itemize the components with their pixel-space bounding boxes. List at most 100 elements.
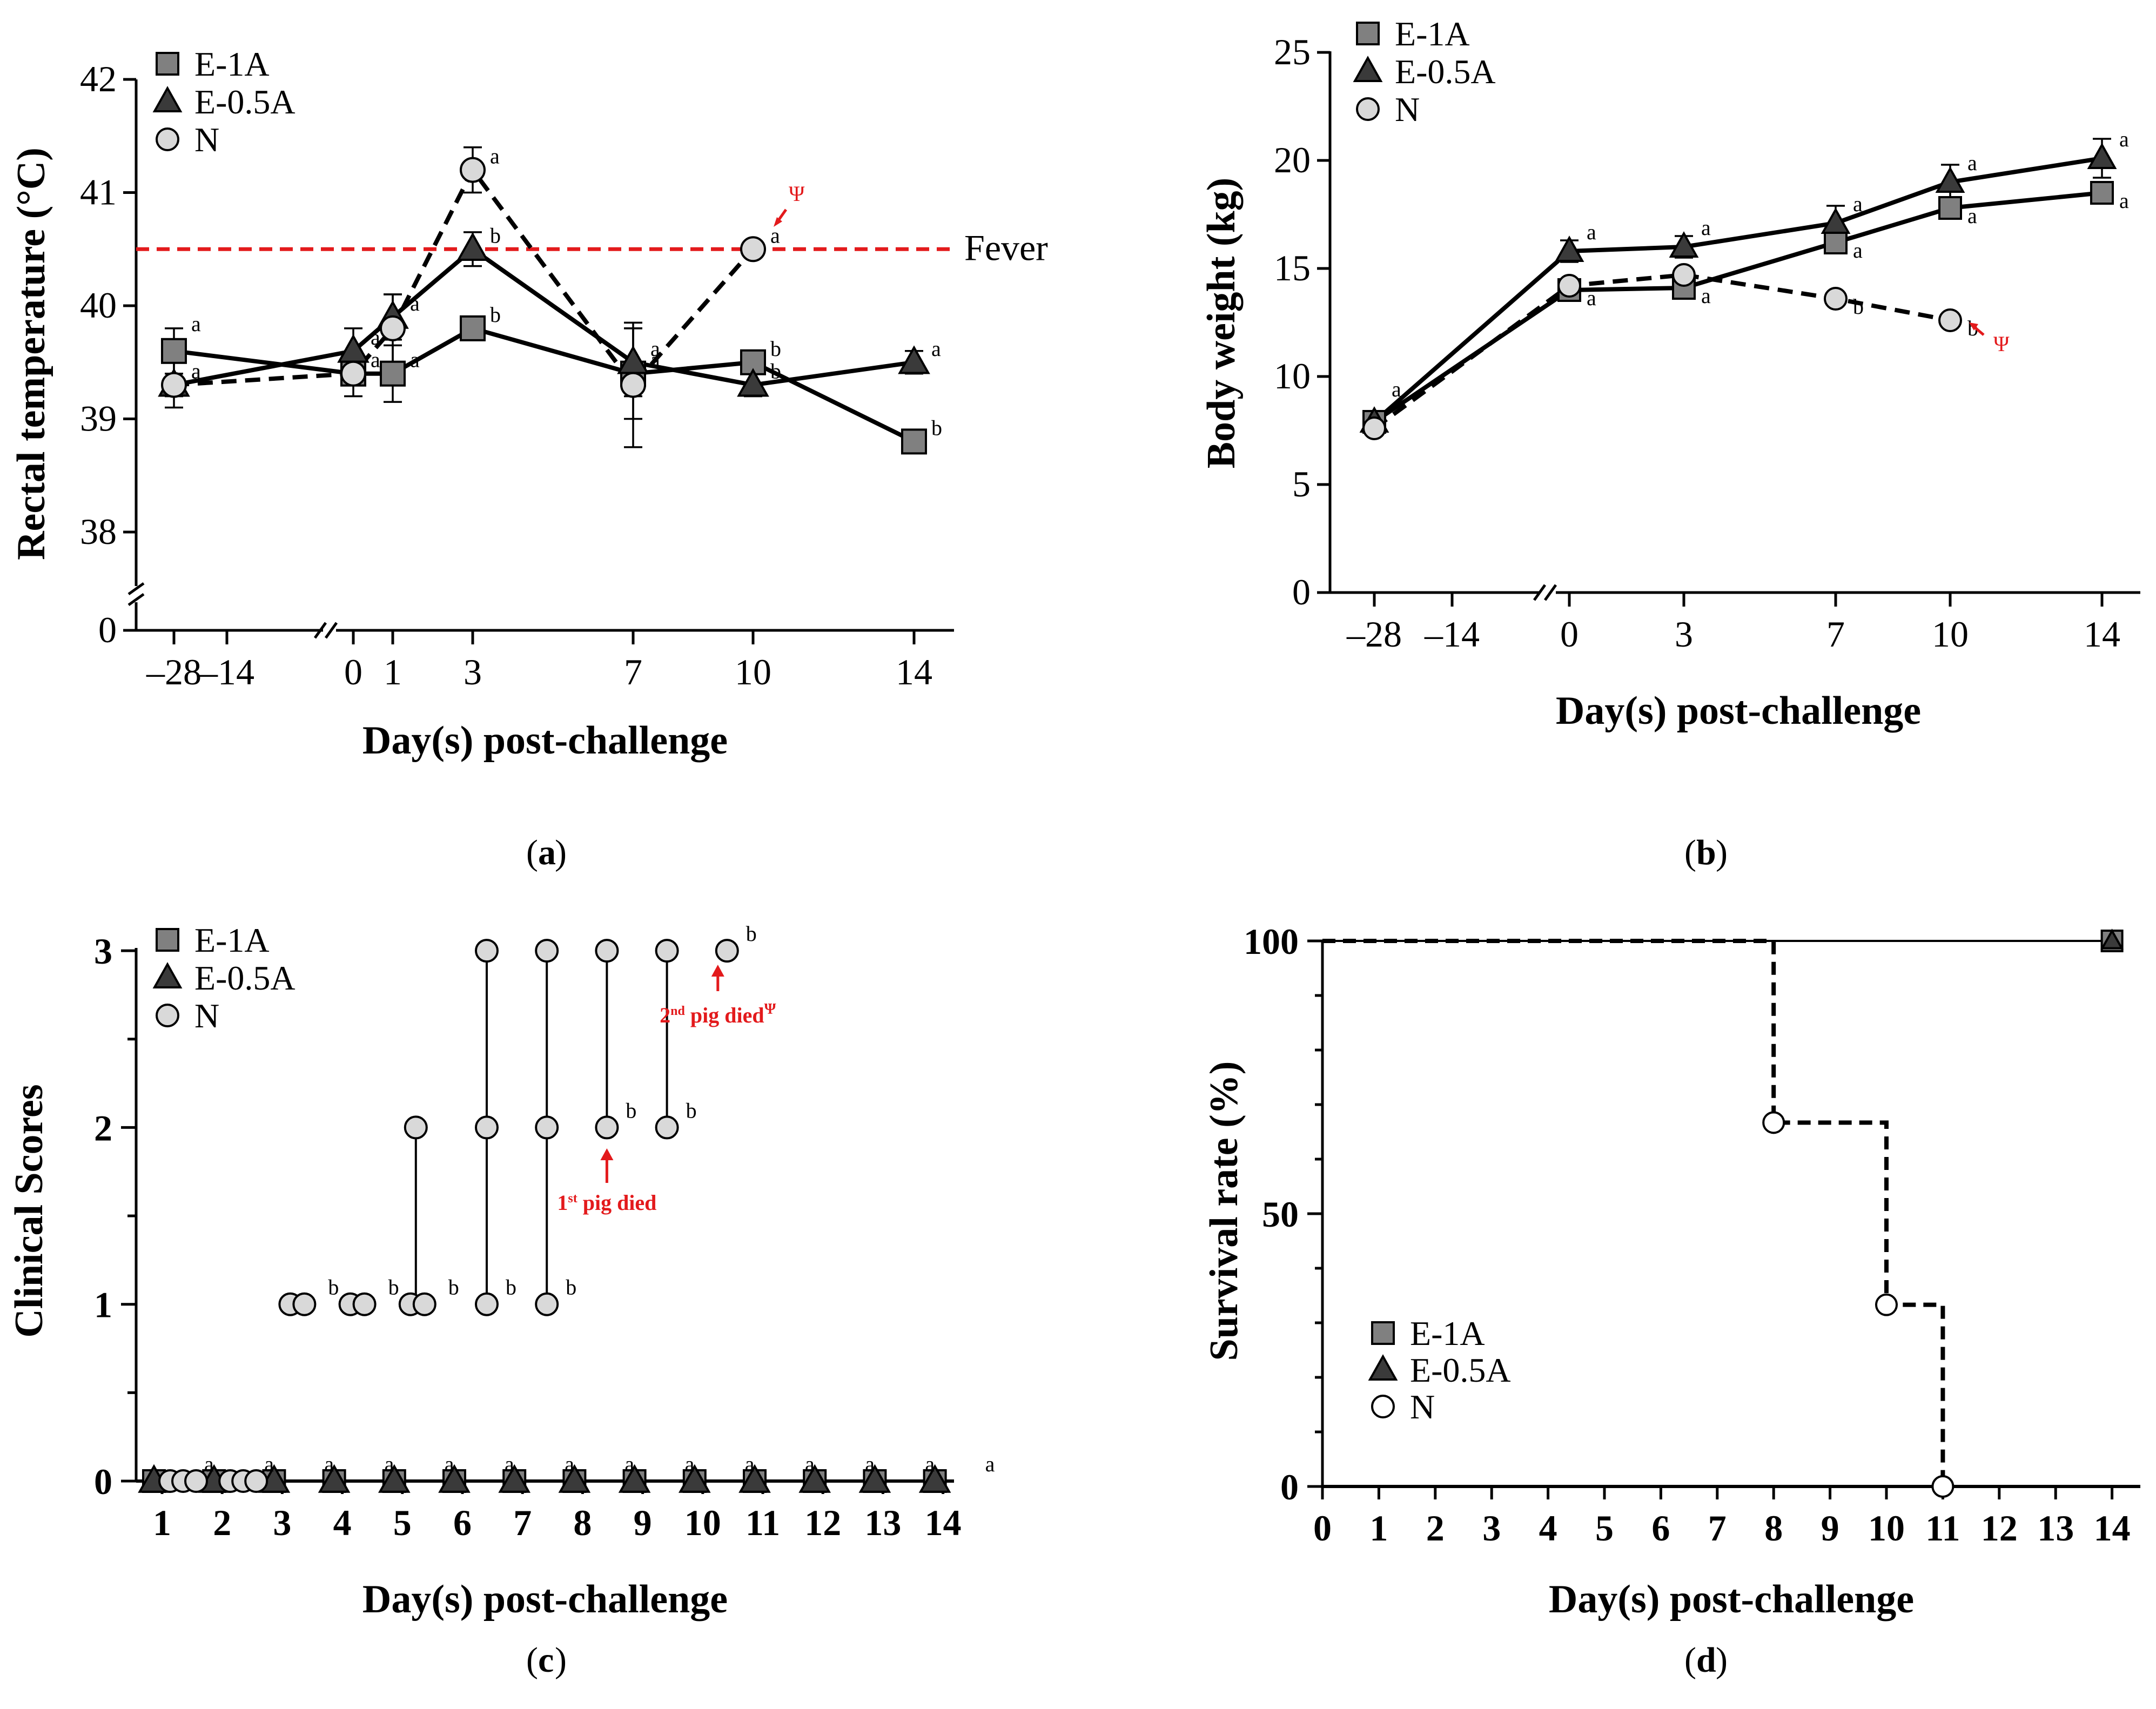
c-first-arrowhead — [600, 1148, 614, 1160]
c-n-letter-6: b — [686, 1098, 697, 1122]
b-paren-open: ( — [1684, 833, 1696, 872]
d-ytick-label-2: 100 — [1244, 921, 1299, 962]
c-xtick-label-0: 1 — [153, 1502, 171, 1543]
d-ytick-label-1: 50 — [1262, 1194, 1299, 1235]
b-letter-1-1: a — [1587, 220, 1596, 244]
d-n-point-1 — [1875, 1293, 1898, 1316]
c-n-point-6-0 — [535, 1292, 559, 1316]
b-panel-letter: b — [1696, 833, 1716, 872]
b-x-break-1 — [1533, 584, 1547, 601]
a-point-1-4 — [617, 345, 649, 374]
b-point-1-4 — [1935, 166, 1965, 193]
a-xtick-label-0: –28 — [146, 651, 202, 692]
c-legend-marker-1 — [152, 962, 183, 988]
c-zero-letter-10: a — [805, 1452, 815, 1476]
c-x-title: Day(s) post-challenge — [362, 1577, 728, 1621]
c-n-point-2-1 — [292, 1292, 317, 1316]
c-n-letter-3: b — [506, 1275, 516, 1300]
d-ytick-label-0: 0 — [1280, 1466, 1299, 1508]
a-letter-2-5: a — [770, 223, 780, 247]
c-first-sup: st — [568, 1192, 577, 1206]
b-legend-label-0: E-1A — [1395, 15, 1470, 53]
a-point-1-5 — [737, 368, 769, 397]
b-letter-0-3: a — [1853, 238, 1863, 263]
c-n-point-4-2 — [404, 1115, 428, 1140]
b-legend-marker-2 — [1356, 97, 1380, 121]
c-zero-letter-6: a — [565, 1452, 574, 1476]
a-letter-0-0: a — [191, 312, 201, 336]
a-letter-0-6: b — [931, 415, 942, 440]
c-legend-label-2: N — [194, 997, 219, 1035]
c-n-point-5-0 — [475, 1292, 499, 1316]
b-letter-1-5: a — [2119, 127, 2129, 151]
c-n-point-9-0 — [715, 939, 739, 963]
a-xtick-label-6: 10 — [735, 651, 771, 692]
b-psi-mark: Ψ — [1993, 332, 2010, 356]
b-letter-1-4: a — [1967, 151, 1977, 175]
c-second-num: 2 — [660, 1003, 670, 1027]
d-legend-label-0: E-1A — [1410, 1314, 1485, 1353]
a-letter-2-3: a — [490, 144, 500, 169]
a-xtick-label-7: 14 — [896, 651, 932, 692]
c-legend-marker-0 — [156, 928, 179, 952]
a-point-2-3 — [460, 157, 486, 183]
a-letter-1-2: a — [410, 291, 420, 315]
c-n-point-6-2 — [535, 939, 559, 963]
c-legend-label-0: E-1A — [194, 921, 270, 959]
c-zero-letter-3: a — [385, 1452, 394, 1476]
c-first-text: pig died — [577, 1190, 657, 1215]
c-zero-letter-13: a — [985, 1452, 995, 1476]
b-point-2-2 — [1672, 263, 1696, 287]
b-x-title: Day(s) post-challenge — [1556, 689, 1921, 733]
c-n-point-8-1 — [655, 939, 679, 963]
a-legend-label-2: N — [194, 120, 219, 159]
c-second-sup: nd — [670, 1004, 685, 1018]
c-n-letter-0: b — [328, 1275, 339, 1300]
a-legend-marker-1 — [152, 86, 183, 112]
a-letter-1-0: a — [191, 359, 201, 383]
d-xtick-label-12: 12 — [1981, 1508, 2018, 1549]
a-y-title: Rectal temperature (°C) — [9, 147, 53, 560]
c-n-point-0-2 — [184, 1469, 208, 1493]
a-ytick-label-1: 38 — [80, 511, 117, 552]
b-point-0-5 — [2090, 181, 2114, 205]
a-letter-0-4: a — [650, 348, 660, 372]
b-psi-arrowhead — [1969, 322, 1978, 331]
a-point-2-1 — [340, 360, 366, 387]
c-zero-letter-7: a — [624, 1452, 634, 1476]
b-x-break-2 — [1543, 584, 1557, 601]
c-xtick-label-11: 12 — [804, 1502, 841, 1543]
b-series-line-1 — [1373, 156, 2103, 424]
d-legend-marker-2 — [1371, 1395, 1395, 1418]
d-legend-marker-0 — [1371, 1321, 1395, 1345]
c-legend-label-1: E-0.5A — [194, 959, 295, 997]
c-n-point-3-1 — [352, 1292, 377, 1316]
d-legend-label-2: N — [1410, 1388, 1435, 1426]
c-legend-marker-2 — [156, 1004, 179, 1027]
c-zero-letter-2: a — [324, 1452, 334, 1476]
b-letter-0-1: a — [1587, 286, 1596, 310]
a-xtick-label-3: 1 — [384, 651, 402, 692]
a-point-0-0 — [161, 338, 187, 364]
c-zero-letter-9: a — [745, 1452, 755, 1476]
d-panel-letter: d — [1696, 1640, 1716, 1680]
c-xtick-label-13: 14 — [925, 1502, 962, 1543]
b-y-title: Body weight (kg) — [1199, 178, 1244, 469]
c-xtick-label-4: 5 — [393, 1502, 412, 1543]
d-xtick-label-10: 10 — [1868, 1508, 1905, 1549]
c-e05a-point-6 — [498, 1464, 531, 1493]
a-x-break-1 — [313, 622, 327, 639]
d-legend-label-1: E-0.5A — [1410, 1351, 1511, 1389]
a-letter-0-1: a — [371, 348, 380, 372]
d-xtick-label-5: 5 — [1595, 1508, 1614, 1549]
c-xtick-label-5: 6 — [453, 1502, 472, 1543]
a-letter-2-0: a — [191, 359, 201, 383]
d-y-title: Survival rate (%) — [1202, 1061, 1246, 1361]
a-y-break-2 — [127, 593, 145, 607]
a-letter-1-6: a — [931, 337, 941, 361]
c-zero-letter-1: a — [264, 1452, 274, 1476]
c-n-point-7-1 — [595, 939, 619, 963]
d-xtick-label-14: 14 — [2094, 1508, 2131, 1549]
a-legend-label-0: E-1A — [194, 45, 270, 83]
b-point-1-3 — [1821, 207, 1851, 234]
